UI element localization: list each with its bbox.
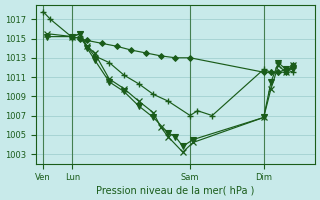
X-axis label: Pression niveau de la mer( hPa ): Pression niveau de la mer( hPa ) bbox=[96, 185, 255, 195]
